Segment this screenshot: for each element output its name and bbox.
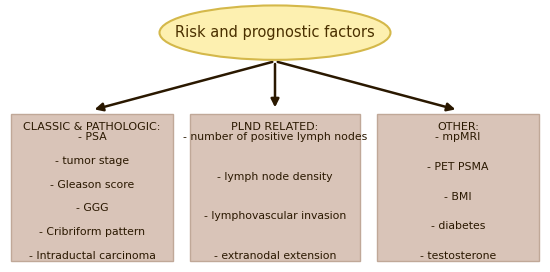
Text: - extranodal extension: - extranodal extension [214,251,336,261]
Text: CLASSIC & PATHOLOGIC:: CLASSIC & PATHOLOGIC: [24,122,161,132]
Text: - tumor stage: - tumor stage [55,156,129,166]
Text: OTHER:: OTHER: [437,122,479,132]
Text: - Cribriform pattern: - Cribriform pattern [39,227,145,237]
Text: - PSA: - PSA [78,132,107,142]
FancyBboxPatch shape [190,114,360,261]
Text: - Gleason score: - Gleason score [50,180,134,190]
Text: - Intraductal carcinoma: - Intraductal carcinoma [29,251,156,261]
FancyBboxPatch shape [11,114,173,261]
Text: Risk and prognostic factors: Risk and prognostic factors [175,25,375,40]
Text: PLND RELATED:: PLND RELATED: [232,122,318,132]
Text: - mpMRI: - mpMRI [435,132,481,142]
Ellipse shape [160,5,390,60]
Text: - number of positive lymph nodes: - number of positive lymph nodes [183,132,367,142]
Text: - diabetes: - diabetes [431,221,485,231]
Text: - lymphovascular invasion: - lymphovascular invasion [204,211,346,221]
Text: - GGG: - GGG [76,203,108,213]
FancyBboxPatch shape [377,114,539,261]
Text: - BMI: - BMI [444,191,472,202]
Text: - lymph node density: - lymph node density [217,172,333,182]
Text: - PET PSMA: - PET PSMA [427,162,488,172]
Text: - testosterone: - testosterone [420,251,496,261]
